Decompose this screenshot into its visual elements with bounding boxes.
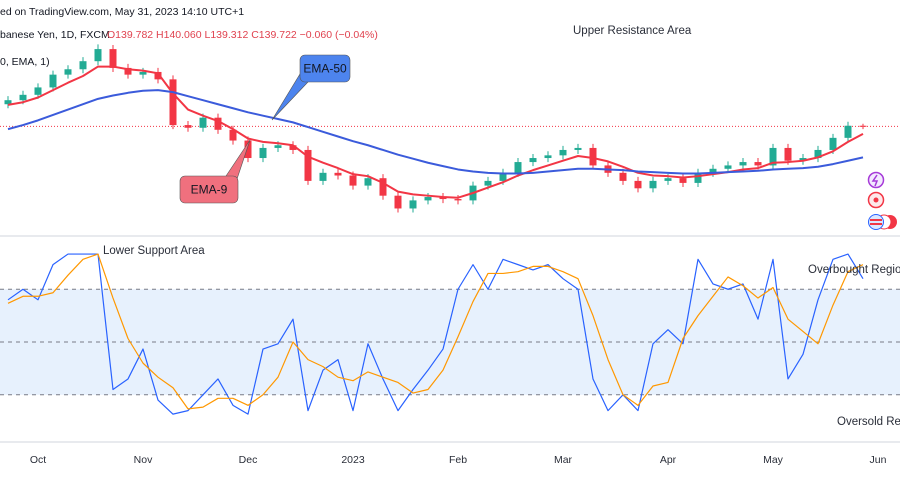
icon-flash-glyph (871, 174, 879, 187)
x-tick-label: Oct (30, 454, 46, 466)
candle-body (829, 137, 837, 150)
candle-body (394, 195, 402, 209)
candle-body (154, 71, 162, 80)
candle-body (304, 149, 312, 181)
candle-body (139, 71, 147, 75)
candle-body (409, 200, 417, 209)
candle-body (559, 149, 567, 156)
icon-flag-stripe (870, 223, 882, 225)
candle-body (244, 140, 252, 159)
x-tick-label: Mar (554, 454, 573, 466)
candle-body (544, 155, 552, 159)
background-layer (0, 125, 900, 396)
candle-body (499, 172, 507, 181)
candle-body (424, 197, 432, 201)
symbol-info: banese Yen, 1D, FXCM (0, 29, 110, 41)
icon-flag[interactable] (868, 214, 884, 230)
candle-body (319, 172, 327, 181)
side-icons (867, 171, 897, 230)
candle-body (724, 165, 732, 169)
candle-body (589, 147, 597, 166)
candle-body (64, 69, 72, 75)
candle-body (634, 180, 642, 189)
candle-body (379, 178, 387, 196)
candle-body (94, 49, 102, 62)
annotation: Oversold Re (837, 416, 900, 428)
candle-body (364, 178, 372, 186)
candle-body (439, 197, 447, 200)
plot-layer: EMA-9 EMA-50 Upper Resistance Area Oct Nov De… (4, 25, 900, 466)
annotation: Overbought Regio (808, 264, 900, 276)
x-tick-label: May (763, 454, 784, 466)
candle-body (169, 79, 177, 126)
candle-body (799, 158, 807, 161)
x-tick-label: Jun (870, 454, 887, 466)
candle-body (109, 49, 117, 68)
callout-label: EMA-50 (303, 62, 347, 76)
candle-body (529, 158, 537, 163)
x-tick-label: Feb (449, 454, 467, 466)
series-line (7, 89, 864, 175)
candle-body (679, 178, 687, 183)
indicator-info: 0, EMA, 1) (0, 56, 50, 68)
candle-body (199, 117, 207, 128)
annotation: Lower Support Area (103, 245, 205, 257)
candle-body (739, 162, 747, 166)
callout-box (179, 175, 239, 204)
series-line (7, 253, 864, 410)
ohlc-values: O139.782 H140.060 L139.312 C139.722 −0.0… (107, 29, 378, 41)
candle-body (619, 172, 627, 181)
candle-body (229, 129, 237, 141)
candle-body (694, 172, 702, 183)
candle-body (19, 94, 27, 101)
candle-body (4, 100, 12, 105)
candle-body (769, 147, 777, 166)
icon-event-dot (873, 197, 879, 203)
candle-body (484, 180, 492, 186)
candle-body (184, 125, 192, 128)
x-tick-label: 2023 (341, 454, 365, 466)
candle-body (754, 162, 762, 166)
candle-body (649, 180, 657, 189)
candle-body (124, 67, 132, 75)
candle-body (289, 145, 297, 150)
publish-info: ed on TradingView.com, May 31, 2023 14:1… (0, 6, 244, 18)
candle-body (664, 178, 672, 181)
annotation: Upper Resistance Area (573, 25, 692, 37)
candle-body (454, 199, 462, 201)
candle-body (814, 149, 822, 159)
candle-body (334, 172, 342, 176)
candle-body (79, 61, 87, 70)
callout-box (299, 54, 351, 83)
candle-body (259, 147, 267, 159)
icon-flag-stripe (870, 219, 882, 221)
candle-body (49, 74, 57, 88)
candle-body (844, 125, 852, 138)
candle-body (274, 145, 282, 148)
x-tick-label: Apr (660, 454, 677, 466)
candle-body (349, 175, 357, 186)
candle-body (514, 162, 522, 173)
candle-body (214, 117, 222, 130)
candle-body (574, 147, 582, 150)
x-tick-label: Dec (239, 454, 258, 466)
candle-body (34, 87, 42, 95)
x-tick-label: Nov (134, 454, 153, 466)
candle-body (709, 168, 717, 173)
icon-flash[interactable] (867, 171, 885, 189)
callout-label: EMA-9 (191, 183, 228, 197)
candle-body (784, 147, 792, 161)
candle-body (859, 125, 867, 127)
